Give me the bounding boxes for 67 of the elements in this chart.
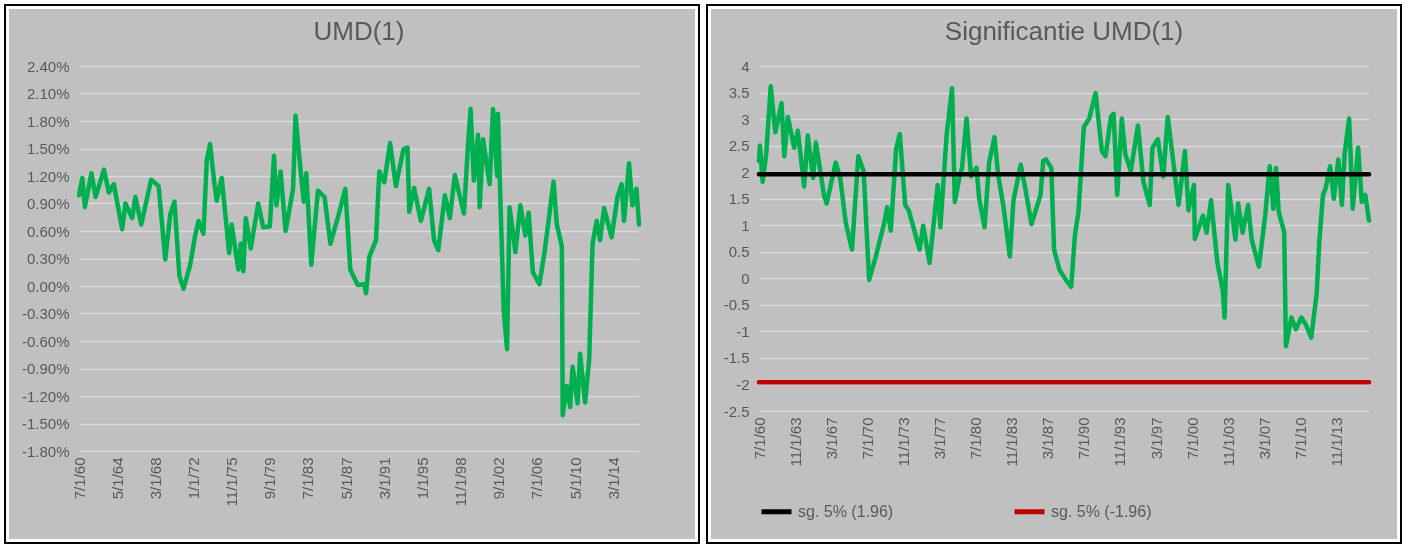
x-tick-label: 11/1/93 (1111, 417, 1129, 467)
x-tick-label: 7/1/83 (299, 457, 317, 500)
legend-label: sg. 5% (-1.96) (1051, 502, 1152, 520)
x-tick-label: 5/1/10 (566, 457, 584, 500)
y-tick-label: -1.50% (21, 415, 70, 432)
x-tick-label: 9/1/79 (261, 457, 279, 500)
x-tick-label: 1/1/72 (185, 457, 202, 500)
x-tick-label: 7/1/60 (750, 417, 768, 460)
y-tick-label: 1.80% (26, 112, 70, 130)
y-tick-label: 0.30% (26, 250, 70, 267)
y-tick-label: 0.60% (26, 222, 70, 240)
x-tick-label: 7/1/80 (967, 417, 985, 460)
y-tick-label: -1.5 (723, 349, 750, 367)
y-tick-label: -2.5 (723, 402, 750, 420)
y-tick-label: 0.90% (26, 195, 70, 212)
x-tick-label: 1/1/95 (413, 457, 431, 500)
x-tick-label: 5/1/87 (337, 457, 355, 500)
x-tick-label: 3/1/97 (1147, 417, 1165, 460)
x-tick-label: 3/1/67 (822, 417, 840, 460)
y-tick-label: 2.40% (26, 57, 70, 75)
x-tick-label: 3/1/14 (604, 457, 622, 500)
x-tick-label: 11/1/83 (1003, 417, 1021, 467)
x-tick-label: 7/1/10 (1291, 417, 1309, 460)
y-tick-label: -1.80% (21, 442, 70, 460)
y-tick-label: 2.10% (26, 85, 70, 102)
x-tick-label: 11/1/13 (1328, 417, 1346, 467)
y-tick-label: 0.5 (728, 243, 750, 261)
line-series (756, 83, 1372, 349)
x-tick-label: 7/1/00 (1183, 417, 1201, 460)
y-tick-label: -2 (736, 375, 750, 393)
y-tick-label: 1.50% (26, 140, 70, 157)
y-tick-label: -0.60% (21, 332, 70, 350)
y-tick-label: 4 (741, 57, 750, 75)
y-tick-label: -1.20% (21, 387, 70, 405)
x-tick-label: 3/1/87 (1039, 417, 1057, 460)
x-tick-label: 11/1/73 (894, 417, 912, 467)
x-tick-label: 5/1/64 (108, 457, 126, 500)
x-tick-label: 7/1/06 (528, 457, 546, 500)
y-tick-label: 3 (741, 110, 750, 128)
y-tick-label: 3.5 (728, 84, 750, 102)
x-tick-label: 7/1/70 (858, 417, 876, 460)
line-series (76, 106, 642, 418)
x-tick-label: 9/1/02 (490, 457, 508, 500)
y-tick-label: 1.5 (728, 190, 750, 208)
x-tick-label: 3/1/91 (375, 457, 393, 500)
y-tick-label: -0.90% (21, 360, 70, 377)
y-tick-label: -1 (736, 322, 750, 340)
y-tick-label: 2 (741, 163, 750, 181)
legend-label: sg. 5% (1.96) (798, 502, 894, 520)
x-tick-label: 3/1/68 (146, 457, 164, 500)
x-tick-label: 11/1/03 (1219, 417, 1237, 467)
chart-title: Significantie UMD(1) (944, 16, 1184, 46)
y-tick-label: -0.30% (21, 305, 70, 322)
x-tick-label: 3/1/07 (1255, 417, 1273, 460)
x-tick-label: 11/1/98 (452, 457, 470, 507)
chart-title: UMD(1) (313, 16, 405, 46)
x-tick-label: 7/1/60 (70, 457, 88, 500)
y-tick-label: 0.00% (26, 277, 70, 295)
y-tick-label: -0.5 (723, 296, 750, 314)
y-tick-label: 1 (741, 216, 750, 234)
x-tick-label: 11/1/63 (786, 417, 804, 467)
x-tick-label: 11/1/75 (223, 457, 241, 507)
x-tick-label: 3/1/77 (930, 417, 948, 460)
y-tick-label: 1.20% (26, 167, 70, 185)
x-tick-label: 7/1/90 (1075, 417, 1093, 460)
y-tick-label: 2.5 (728, 137, 750, 155)
y-tick-label: 0 (741, 269, 750, 287)
